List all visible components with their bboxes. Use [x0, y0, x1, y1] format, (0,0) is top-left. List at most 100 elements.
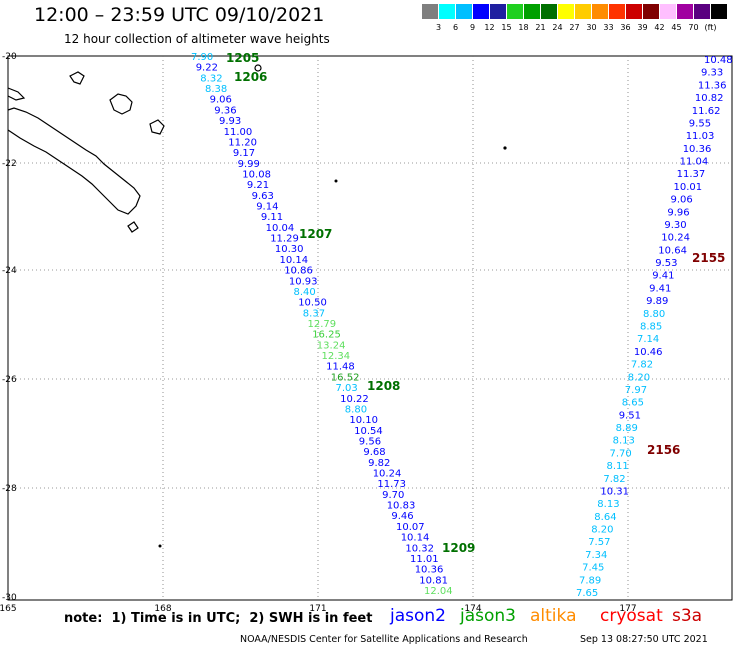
mare-island — [149, 119, 165, 135]
color-scale-label: 36 — [620, 23, 631, 32]
swh-value: 8.13 — [597, 499, 619, 510]
swh-value: 8.80 — [345, 404, 367, 415]
swh-value: 9.55 — [689, 119, 711, 130]
swh-value: 10.82 — [695, 93, 724, 104]
swh-value: 16.25 — [312, 330, 341, 341]
legend-label: altika — [530, 606, 577, 626]
color-scale-label: 21 — [535, 23, 546, 32]
lon-label: 168 — [154, 604, 171, 614]
swh-value: 11.62 — [692, 106, 721, 117]
swh-value: 9.21 — [247, 180, 269, 191]
swh-value: 9.14 — [256, 202, 278, 213]
legend-label: s3a — [672, 606, 703, 626]
swh-value: 10.86 — [284, 266, 313, 277]
coastline — [7, 71, 165, 233]
color-swatch — [490, 4, 506, 19]
swh-value: 9.46 — [391, 511, 413, 522]
color-swatch — [558, 4, 574, 19]
belep-islands — [7, 87, 26, 101]
timestamp: Sep 13 08:27:50 UTC 2021 — [580, 634, 708, 645]
swh-value: 8.20 — [628, 372, 650, 383]
swh-value: 10.81 — [419, 575, 448, 586]
credit-text: NOAA/NESDIS Center for Satellite Applica… — [240, 634, 528, 645]
swh-value: 10.01 — [674, 182, 703, 193]
color-swatch — [456, 4, 472, 19]
track-id-1205: 1205 — [226, 51, 259, 65]
swh-value: 11.48 — [326, 362, 355, 373]
swh-value: 8.85 — [640, 322, 662, 333]
swh-value: 9.33 — [701, 68, 723, 79]
swh-value: 10.24 — [373, 469, 402, 480]
color-swatch — [439, 4, 455, 19]
color-swatch — [592, 4, 608, 19]
color-swatch — [507, 4, 523, 19]
swh-value: 10.14 — [401, 533, 430, 544]
legend-label: jason2 — [390, 606, 446, 626]
swh-value: 11.03 — [686, 131, 715, 142]
legend-label: cryosat — [600, 606, 663, 626]
lat-label: -26 — [2, 375, 17, 385]
color-scale-label: (ft) — [704, 23, 717, 32]
swh-value: 7.70 — [610, 448, 632, 459]
color-scale-label: 9 — [469, 23, 476, 32]
swh-value: 7.89 — [579, 575, 601, 586]
swh-value: 10.30 — [275, 244, 304, 255]
swh-value: 9.11 — [261, 212, 283, 223]
new-caledonia-main — [7, 107, 141, 215]
lat-label: -30 — [2, 593, 17, 603]
color-scale-label: 18 — [518, 23, 529, 32]
color-swatch — [643, 4, 659, 19]
swh-value: 8.64 — [594, 512, 616, 523]
swh-value: 10.36 — [415, 565, 444, 576]
color-scale-label: 3 — [435, 23, 442, 32]
swh-value: 8.65 — [622, 398, 644, 409]
swh-value: 9.68 — [363, 447, 385, 458]
lon-label: 165 — [0, 604, 17, 614]
swh-value: 9.56 — [359, 437, 381, 448]
color-scale-label: 30 — [586, 23, 597, 32]
legend-jason2: jason2 — [390, 606, 446, 626]
swh-value: 8.40 — [294, 287, 316, 298]
swh-value: 8.38 — [205, 84, 227, 95]
note-text: note: 1) Time is in UTC; 2) SWH is in fe… — [64, 611, 373, 626]
swh-value: 11.01 — [410, 554, 439, 565]
swh-value: 10.14 — [280, 255, 309, 266]
swh-value: 10.48 — [704, 55, 733, 66]
swh-value: 10.64 — [658, 245, 687, 256]
latitude-labels: -20 -22 -24 -26 -28 -30 — [2, 52, 17, 603]
color-swatch — [473, 4, 489, 19]
swh-value: 10.24 — [661, 233, 690, 244]
swh-value: 8.80 — [643, 309, 665, 320]
track-a-values: 7.909.228.328.389.069.369.9311.0011.209.… — [191, 52, 453, 597]
swh-value: 10.22 — [340, 394, 369, 405]
swh-value: 7.57 — [588, 537, 610, 548]
legend-s3a: s3a — [672, 606, 702, 626]
swh-value: 10.31 — [600, 487, 629, 498]
track-id-labels: 1205 1206 1207 1208 1209 2155 2156 — [226, 51, 725, 555]
swh-value: 10.50 — [298, 298, 327, 309]
swh-value: 16.52 — [331, 372, 360, 383]
swh-value: 9.06 — [210, 95, 232, 106]
longitude-labels: 165 168 171 174 177 — [0, 604, 637, 614]
swh-value: 11.04 — [680, 157, 709, 168]
track-id-2155: 2155 — [692, 251, 725, 265]
color-scale-label: 6 — [452, 23, 459, 32]
swh-value: 10.36 — [683, 144, 712, 155]
swh-value: 9.17 — [233, 148, 255, 159]
swh-value: 8.11 — [607, 461, 629, 472]
lon-label: 171 — [309, 604, 326, 614]
swh-value: 9.89 — [646, 296, 668, 307]
color-swatch — [422, 4, 438, 19]
color-swatch — [677, 4, 693, 19]
color-swatch — [711, 4, 727, 19]
color-scale-label: 15 — [501, 23, 512, 32]
swh-value: 7.90 — [191, 52, 213, 63]
swh-value: 7.82 — [603, 474, 625, 485]
swh-value: 7.03 — [336, 383, 358, 394]
swh-value: 11.36 — [698, 80, 727, 91]
lat-label: -20 — [2, 52, 17, 62]
swh-value: 12.34 — [322, 351, 351, 362]
track-id-1207: 1207 — [299, 227, 332, 241]
